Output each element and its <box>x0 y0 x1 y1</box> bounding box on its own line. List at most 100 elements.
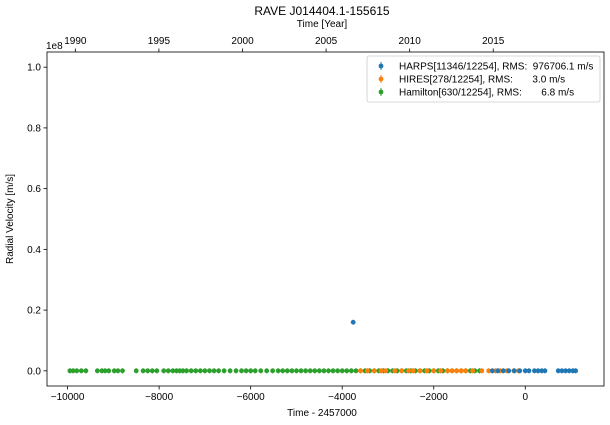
data-point <box>252 368 258 374</box>
top-tick-label: 2000 <box>231 36 254 47</box>
legend: HARPS[11346/12254], RMS: 976706.1 m/s HIR… <box>366 55 601 103</box>
top-tick-label: 2015 <box>482 36 505 47</box>
y-tick-label: 0.4 <box>27 245 41 256</box>
data-point <box>410 368 416 374</box>
data-point <box>111 368 117 374</box>
top-tick-label: 1990 <box>64 36 87 47</box>
data-point <box>463 368 469 374</box>
data-point <box>298 368 304 374</box>
data-point <box>193 368 199 374</box>
data-point <box>321 368 327 374</box>
data-point <box>489 368 495 374</box>
data-point <box>431 368 437 374</box>
data-point <box>378 368 384 374</box>
data-point <box>102 368 108 374</box>
data-point <box>258 368 264 374</box>
data-points <box>67 319 579 374</box>
data-point <box>486 368 492 374</box>
y-tick-label: 0.0 <box>27 366 41 377</box>
x-tick-label: −8000 <box>145 392 174 403</box>
data-point <box>326 368 331 374</box>
data-point <box>275 368 281 374</box>
x-tick-label: −6000 <box>237 392 266 403</box>
top-tick-label: 2010 <box>399 36 422 47</box>
x-tick-label: −4000 <box>328 392 357 403</box>
data-point <box>399 368 405 374</box>
data-point <box>227 368 233 374</box>
data-point <box>417 368 423 374</box>
data-point <box>522 368 528 374</box>
data-point <box>506 368 512 374</box>
data-point <box>149 368 155 374</box>
data-point <box>145 368 151 374</box>
data-point <box>392 368 398 374</box>
x-tick-label: −10000 <box>51 392 85 403</box>
data-point <box>458 368 464 374</box>
data-point <box>303 368 308 374</box>
data-point <box>161 368 167 374</box>
data-point <box>94 368 100 374</box>
data-point <box>339 368 345 374</box>
data-point <box>348 368 354 374</box>
data-point <box>344 368 350 374</box>
data-point <box>294 368 299 374</box>
legend-box <box>366 55 601 103</box>
y-axis-ticks: 0.0 0.2 0.4 0.6 0.8 1.0 <box>27 63 47 377</box>
data-point <box>154 368 160 374</box>
data-point <box>330 368 336 374</box>
data-point <box>180 368 186 374</box>
data-point <box>335 368 341 374</box>
data-point <box>312 368 318 374</box>
x-tick-label: 0 <box>522 392 528 403</box>
data-point <box>284 368 290 374</box>
y-tick-label: 0.8 <box>27 123 41 134</box>
data-point <box>316 368 322 374</box>
data-point <box>479 368 485 374</box>
data-point <box>470 368 476 374</box>
data-point <box>454 368 460 374</box>
data-point <box>559 368 565 374</box>
legend-entry-label: Hamilton[630/12254], RMS: 6.8 m/s <box>399 88 574 99</box>
data-point <box>555 368 561 374</box>
top-tick-label: 1995 <box>148 36 171 47</box>
plot-area-frame <box>46 51 605 387</box>
data-point <box>165 368 171 374</box>
data-point <box>371 368 377 374</box>
data-point <box>74 368 80 374</box>
data-point <box>243 368 249 374</box>
data-point <box>350 319 356 325</box>
data-point <box>264 368 270 374</box>
data-point <box>140 368 146 374</box>
data-point <box>207 368 212 374</box>
x-axis-label: Time - 2457000 <box>287 408 357 419</box>
data-point <box>445 368 450 374</box>
legend-marker <box>378 89 384 95</box>
data-point <box>517 368 523 374</box>
data-point <box>495 368 501 374</box>
data-point <box>438 368 444 374</box>
x-tick-label: −2000 <box>420 392 449 403</box>
data-point <box>211 368 217 374</box>
data-point <box>280 368 286 374</box>
data-point <box>221 368 227 374</box>
legend-marker <box>378 63 384 69</box>
x-axis-ticks: −10000 −8000 −6000 −4000 −2000 0 <box>51 386 528 403</box>
data-point <box>289 368 295 374</box>
data-point <box>535 368 541 374</box>
data-point <box>197 368 203 374</box>
legend-entry-label: HARPS[11346/12254], RMS: 976706.1 m/s <box>399 62 593 73</box>
data-point <box>239 368 244 374</box>
data-point <box>424 368 430 374</box>
data-point <box>184 368 189 374</box>
data-point <box>83 368 89 374</box>
data-point <box>573 368 579 374</box>
data-point <box>563 368 568 374</box>
data-point <box>270 368 276 374</box>
data-point <box>120 368 125 374</box>
data-point <box>170 368 176 374</box>
legend-entry-label: HIRES[278/12254], RMS: 3.0 m/s <box>399 75 565 86</box>
data-point <box>511 368 517 374</box>
data-point <box>364 368 370 374</box>
data-point <box>216 368 222 374</box>
